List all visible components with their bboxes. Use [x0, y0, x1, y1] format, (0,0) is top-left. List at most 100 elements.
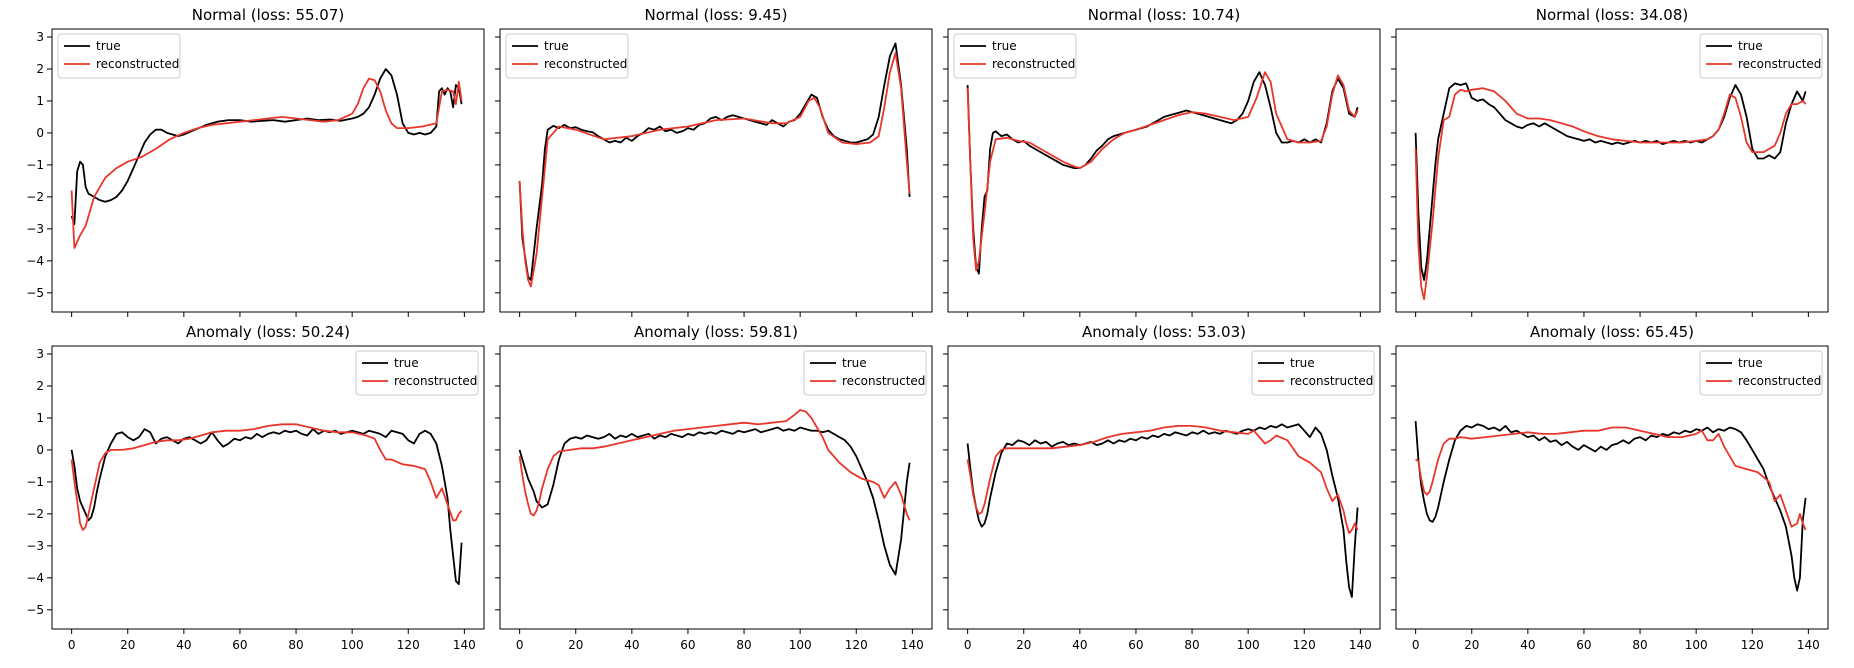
legend-label: true — [1290, 356, 1315, 370]
subplot-6: Anomaly (loss: 59.81) 0 20 40 60 80 100 120 140 t… — [495, 323, 933, 652]
subplot-title: Anomaly (loss: 59.81) — [634, 323, 798, 341]
x-tick-label: 60 — [232, 638, 247, 652]
legend-label: reconstructed — [842, 374, 925, 388]
legend-box — [505, 33, 629, 79]
legend-label: reconstructed — [544, 57, 627, 71]
series-line-reconstructed — [966, 71, 1359, 272]
series-line-reconstructed — [1415, 426, 1807, 531]
x-tick-label: 40 — [624, 638, 639, 652]
x-tick-label: 100 — [1237, 638, 1260, 652]
x-tick-label: 40 — [176, 638, 191, 652]
legend-box — [355, 350, 479, 396]
legend-box — [57, 33, 181, 79]
series-line-true — [966, 423, 1359, 598]
x-tick-label: 140 — [901, 638, 924, 652]
legend-label: true — [96, 39, 121, 53]
legend-label: reconstructed — [1738, 57, 1821, 71]
x-tick-label: 40 — [1520, 638, 1535, 652]
series-line-reconstructed — [70, 77, 463, 249]
plot-frame — [1395, 345, 1829, 630]
legend: true reconstructed — [953, 33, 1077, 79]
legend-box — [1251, 350, 1375, 396]
y-tick-label: −3 — [26, 222, 44, 236]
legend-label: true — [1738, 39, 1763, 53]
x-tick-label: 80 — [288, 638, 303, 652]
x-tick-label: 140 — [453, 638, 476, 652]
y-tick-label: 3 — [36, 30, 44, 44]
y-tick-label: −4 — [26, 254, 44, 268]
x-tick-label: 120 — [845, 638, 868, 652]
plot-frame — [499, 345, 933, 630]
x-tick-label: 0 — [1412, 638, 1420, 652]
x-tick-label: 80 — [1184, 638, 1199, 652]
y-tick-label: −4 — [26, 571, 44, 585]
series-line-true — [1414, 421, 1807, 592]
series-line-true — [70, 428, 463, 586]
x-tick-label: 80 — [736, 638, 751, 652]
legend: true reconstructed — [505, 33, 629, 79]
x-tick-label: 60 — [1128, 638, 1143, 652]
subplot-3: Normal (loss: 10.74) true reconstructed — [943, 6, 1381, 317]
legend-box — [1699, 33, 1823, 79]
x-tick-label: 20 — [1016, 638, 1031, 652]
legend-label: reconstructed — [394, 374, 477, 388]
y-tick-label: 0 — [36, 443, 44, 457]
x-tick-label: 40 — [1072, 638, 1087, 652]
y-tick-label: −5 — [26, 603, 44, 617]
plot-frame — [499, 28, 933, 313]
legend-box — [803, 350, 927, 396]
x-tick-label: 100 — [789, 638, 812, 652]
legend-label: true — [544, 39, 569, 53]
y-tick-label: 0 — [36, 126, 44, 140]
legend: true reconstructed — [803, 350, 927, 396]
series-line-true — [966, 71, 1359, 275]
y-tick-label: 2 — [36, 62, 44, 76]
subplot-4: Normal (loss: 34.08) true reconstructed — [1391, 6, 1829, 317]
legend: true reconstructed — [1251, 350, 1375, 396]
plot-frame — [1395, 28, 1829, 313]
x-tick-label: 80 — [1632, 638, 1647, 652]
plot-frame — [947, 345, 1381, 630]
y-tick-label: 3 — [36, 347, 44, 361]
legend-label: reconstructed — [1290, 374, 1373, 388]
x-tick-label: 120 — [397, 638, 420, 652]
y-tick-label: 1 — [36, 411, 44, 425]
subplot-title: Normal (loss: 55.07) — [192, 6, 344, 24]
legend-label: reconstructed — [96, 57, 179, 71]
series-line-true — [70, 68, 463, 225]
x-tick-label: 20 — [120, 638, 135, 652]
plot-frame — [51, 345, 485, 630]
legend-box — [1699, 350, 1823, 396]
series-line-true — [518, 42, 911, 281]
legend: true reconstructed — [57, 33, 181, 79]
legend-label: true — [1738, 356, 1763, 370]
x-tick-label: 60 — [1576, 638, 1591, 652]
x-tick-label: 0 — [964, 638, 972, 652]
plot-frame — [947, 28, 1381, 313]
legend-label: reconstructed — [992, 57, 1075, 71]
x-tick-label: 120 — [1741, 638, 1764, 652]
x-tick-label: 140 — [1797, 638, 1820, 652]
subplot-title: Normal (loss: 34.08) — [1536, 6, 1688, 24]
y-tick-label: −3 — [26, 539, 44, 553]
y-tick-label: −1 — [26, 475, 44, 489]
subplot-7: Anomaly (loss: 53.03) 0 20 40 60 80 100 120 140 t… — [943, 323, 1381, 652]
x-tick-label: 20 — [1464, 638, 1479, 652]
legend: true reconstructed — [1699, 350, 1823, 396]
subplot-8: Anomaly (loss: 65.45) 0 20 40 60 80 100 120 140 t… — [1391, 323, 1829, 652]
series-line-true — [1414, 82, 1807, 281]
series-line-reconstructed — [518, 52, 911, 288]
legend-box — [953, 33, 1077, 79]
series-line-reconstructed — [1414, 87, 1807, 301]
legend-label: true — [992, 39, 1017, 53]
x-tick-label: 0 — [68, 638, 76, 652]
y-tick-label: −5 — [26, 286, 44, 300]
y-tick-label: 2 — [36, 379, 44, 393]
x-tick-label: 100 — [1685, 638, 1708, 652]
subplot-title: Anomaly (loss: 50.24) — [186, 323, 350, 341]
series-line-true — [518, 426, 911, 576]
legend: true reconstructed — [355, 350, 479, 396]
plot-frame — [51, 28, 485, 313]
subplot-2: Normal (loss: 9.45) true reconstructed — [495, 6, 933, 317]
legend-label: reconstructed — [1738, 374, 1821, 388]
